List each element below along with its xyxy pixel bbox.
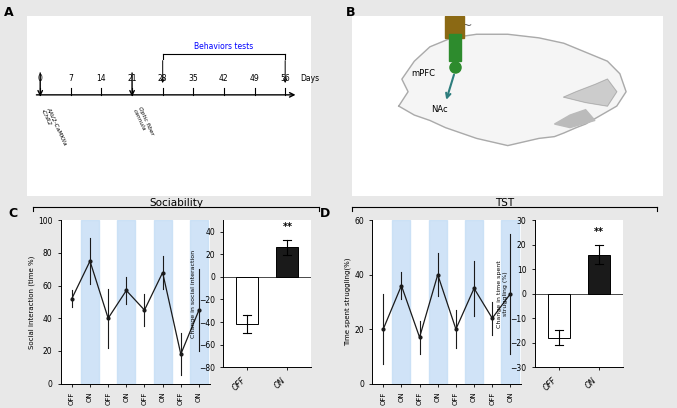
- Text: A: A: [4, 6, 14, 18]
- Text: C: C: [9, 207, 18, 220]
- Bar: [501, 220, 519, 384]
- Bar: [588, 255, 610, 294]
- Y-axis label: Change in time spent
struggling (%): Change in time spent struggling (%): [497, 260, 508, 328]
- Text: Behaviors tests: Behaviors tests: [194, 42, 254, 51]
- Text: B: B: [346, 6, 355, 18]
- Text: 56: 56: [280, 73, 290, 82]
- Bar: [393, 220, 410, 384]
- Text: Optic fiber
cannula: Optic fiber cannula: [132, 106, 155, 139]
- Text: mPFC: mPFC: [412, 69, 436, 78]
- Bar: [465, 220, 483, 384]
- Text: 0: 0: [38, 73, 43, 82]
- Text: 7: 7: [68, 73, 73, 82]
- Text: NAc: NAc: [431, 105, 447, 114]
- Text: 42: 42: [219, 73, 229, 82]
- Text: 28: 28: [158, 73, 167, 82]
- Text: Sociability: Sociability: [149, 198, 203, 208]
- Text: ~: ~: [462, 19, 473, 32]
- Bar: [236, 277, 259, 324]
- Text: TST: TST: [495, 198, 514, 208]
- Text: **: **: [282, 222, 292, 232]
- Bar: [276, 247, 299, 277]
- Bar: [449, 34, 461, 61]
- Polygon shape: [554, 110, 595, 128]
- Bar: [429, 220, 447, 384]
- Text: 14: 14: [97, 73, 106, 82]
- Text: D: D: [320, 207, 330, 220]
- Text: 35: 35: [188, 73, 198, 82]
- Text: **: **: [594, 227, 604, 237]
- Y-axis label: Change in social interaction: Change in social interaction: [191, 250, 196, 338]
- Bar: [117, 220, 135, 384]
- Text: 21: 21: [127, 73, 137, 82]
- Text: Days: Days: [301, 73, 320, 82]
- Polygon shape: [564, 79, 617, 106]
- Bar: [81, 220, 99, 384]
- Y-axis label: Time spent struggling(%): Time spent struggling(%): [345, 258, 351, 346]
- Text: AAV2-CaMKIIa
-ChR2: AAV2-CaMKIIa -ChR2: [40, 106, 68, 148]
- Polygon shape: [399, 34, 626, 146]
- Y-axis label: Social interaction (time %): Social interaction (time %): [29, 255, 35, 348]
- Bar: [190, 220, 208, 384]
- Text: 49: 49: [250, 73, 259, 82]
- Bar: [445, 16, 464, 38]
- Bar: [154, 220, 172, 384]
- Bar: [548, 294, 570, 338]
